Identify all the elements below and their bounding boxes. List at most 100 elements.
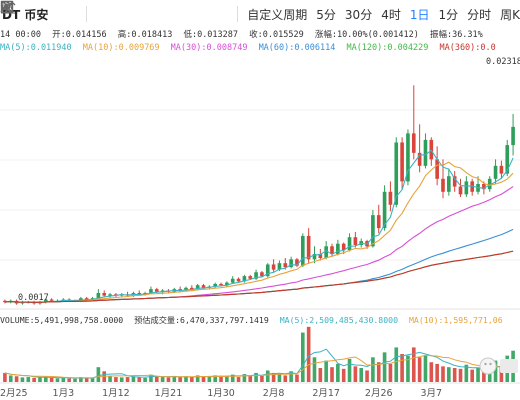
volume-bar — [324, 360, 328, 382]
volume-bar — [230, 374, 235, 382]
x-tick-label: 1月12 — [102, 388, 130, 399]
volume-ma-line-10 — [4, 354, 514, 379]
ma5-label: MA(5):0.011940 — [0, 43, 72, 53]
candle — [184, 287, 188, 291]
candle — [190, 287, 194, 290]
x-tick-label: 1月21 — [155, 388, 183, 399]
volume-bar — [295, 374, 299, 382]
pair-label: DT 币安 — [2, 7, 49, 22]
candle — [341, 243, 346, 251]
volume-bar — [154, 376, 159, 382]
volume-bar — [254, 372, 258, 382]
volume-bar — [32, 377, 36, 382]
volume-bar — [464, 364, 469, 382]
candle — [160, 290, 165, 292]
volume-bar — [312, 357, 317, 382]
candle — [260, 272, 264, 277]
ma-line-360 — [4, 250, 514, 303]
x-axis-labels: 12月25 1月3 1月12 1月21 1月30 2月8 2月17 2月26 3月7 — [0, 388, 442, 399]
volume-bar — [242, 374, 247, 382]
volume-bar — [225, 375, 229, 382]
volume-bar — [248, 376, 253, 382]
candle — [511, 126, 515, 146]
candle — [213, 283, 218, 287]
candle — [49, 299, 54, 301]
interval-5m[interactable]: 5分 — [316, 7, 336, 22]
candle — [330, 246, 334, 255]
candle — [482, 184, 486, 190]
wechat-watermark-icon — [478, 352, 520, 380]
volume-bars — [3, 326, 515, 382]
interval-timeline[interactable]: 分时 — [467, 7, 492, 22]
volume-bar — [160, 377, 165, 382]
volume-bar — [260, 375, 264, 382]
volume-bar — [318, 368, 323, 382]
grid-icon[interactable] — [0, 0, 227, 25]
volume-bar — [394, 347, 399, 382]
candle — [406, 133, 410, 182]
candle — [505, 145, 510, 174]
volume-bar — [55, 378, 60, 382]
volume-bar — [347, 358, 352, 382]
toolbar: DT 币安 自定义周期 5分 30分 4时 1日 1分 分时 周K — [0, 0, 520, 28]
volume-ma10-label: MA(10):1,595,771,06 — [408, 315, 503, 325]
interval-custom[interactable]: 自定义周期 — [4, 2, 307, 23]
volume-bar — [96, 367, 101, 382]
info-change: 涨幅:10.00%(0.001412) — [314, 30, 419, 40]
volume-bar — [382, 352, 387, 382]
candle — [388, 191, 393, 205]
info-high: 高:0.018413 — [117, 30, 173, 40]
ma120-label: MA(120):0.004229 — [346, 43, 429, 53]
volume-bar — [137, 377, 142, 382]
candle — [318, 254, 323, 258]
volume-bar — [84, 378, 89, 382]
volume-bar — [482, 370, 486, 382]
candle — [295, 259, 299, 266]
volume-bar — [67, 378, 71, 382]
candle — [43, 299, 48, 303]
interval-4h[interactable]: 4时 — [381, 7, 401, 22]
x-tick-label: 3月7 — [421, 388, 443, 399]
candle — [400, 142, 404, 182]
interval-1m[interactable]: 1分 — [438, 7, 459, 22]
volume-bar — [131, 376, 136, 382]
moving-average-lines — [4, 149, 514, 379]
interval-1d[interactable]: 1日 — [409, 7, 430, 22]
volume-bar — [166, 377, 171, 382]
candle — [347, 237, 352, 251]
low-price-label: 0.0017 — [18, 293, 49, 303]
candle — [458, 186, 463, 195]
info-low: 低:0.013287 — [183, 30, 239, 40]
volume-bar — [283, 375, 288, 382]
candle — [423, 139, 428, 166]
candle — [306, 235, 311, 260]
candle — [195, 285, 200, 290]
volume-bar — [365, 370, 369, 382]
candle — [289, 259, 293, 268]
volume-bar — [336, 363, 340, 382]
candle — [277, 263, 282, 270]
volume-bar — [452, 368, 457, 382]
candle — [324, 246, 328, 258]
candle — [300, 235, 305, 266]
candle — [230, 278, 235, 283]
right-edge-price-label: 0.02318 — [486, 57, 520, 67]
volume-bar — [119, 377, 124, 382]
candle — [219, 283, 223, 286]
volume-bar — [493, 360, 498, 382]
volume-bar — [406, 355, 410, 382]
candle — [265, 264, 270, 277]
interval-30m[interactable]: 30分 — [344, 7, 373, 22]
interval-week[interactable]: 周K — [500, 7, 520, 22]
volume-bar — [411, 347, 416, 382]
candle — [447, 176, 451, 192]
volume-legend-row: VOLUME:5,491,998,758.0000 预估成交量:6,470,33… — [0, 314, 520, 326]
candle — [452, 176, 457, 187]
candle — [90, 298, 95, 300]
candle — [336, 243, 340, 255]
volume-bar — [271, 372, 276, 382]
candle — [102, 293, 107, 296]
candle — [96, 293, 101, 299]
volume-bar — [143, 377, 147, 382]
